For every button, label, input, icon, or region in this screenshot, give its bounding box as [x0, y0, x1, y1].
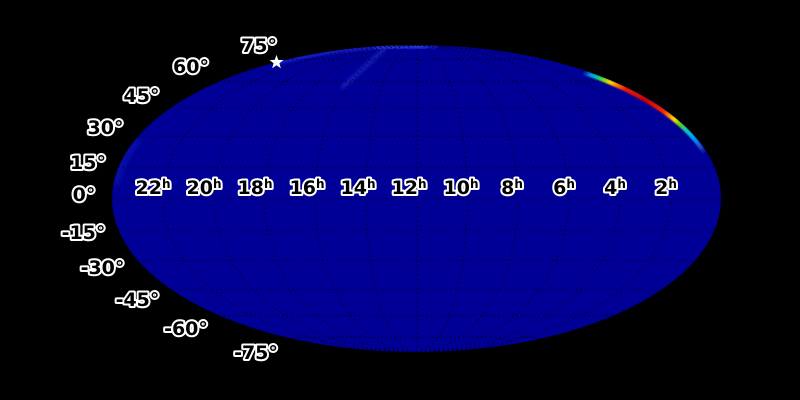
ra-tick-label-10h: 10h	[444, 177, 479, 199]
ra-tick-label-18h: 18h	[238, 177, 273, 199]
ra-tick-label-6h: 6h	[553, 177, 575, 199]
dec-tick-label-0: 0°	[73, 184, 96, 206]
ra-tick-number: 16	[290, 177, 316, 199]
ra-tick-number: 12	[392, 177, 418, 199]
dec-tick-label-15: 15°	[70, 152, 106, 174]
ra-tick-hour-superscript: h	[470, 177, 479, 191]
ra-tick-hour-superscript: h	[213, 177, 222, 191]
dec-tick-label-45: 45°	[124, 85, 160, 107]
ra-tick-number: 20	[187, 177, 213, 199]
ra-tick-label-12h: 12h	[392, 177, 427, 199]
graticule-meridian-18h	[263, 45, 417, 352]
faint-streak	[341, 47, 386, 89]
ra-tick-number: 6	[553, 177, 566, 199]
edge-glow-left	[112, 137, 141, 186]
graticule	[112, 45, 721, 352]
ra-tick-number: 2	[655, 177, 668, 199]
dec-tick-label-minus-60: -60°	[164, 318, 208, 340]
ra-tick-hour-superscript: h	[418, 177, 427, 191]
ra-tick-number: 4	[604, 177, 617, 199]
ra-tick-number: 8	[501, 177, 514, 199]
tick-labels: 75°60°45°30°15°0°-15°-30°-45°-60°-75°22h…	[60, 33, 679, 366]
graticule-meridian-2h	[416, 45, 671, 352]
ra-tick-hour-superscript: h	[566, 177, 575, 191]
graticule-meridian-22h	[162, 45, 417, 352]
edge-glow-top-bright	[374, 45, 428, 50]
dec-tick-label-minus-45: -45°	[116, 289, 160, 311]
transient-rainbow-arc	[576, 68, 713, 166]
ra-tick-label-16h: 16h	[290, 177, 325, 199]
star-marker-icon	[269, 54, 284, 69]
ra-tick-label-14h: 14h	[341, 177, 376, 199]
ra-tick-hour-superscript: h	[162, 177, 171, 191]
dec-tick-label-30: 30°	[88, 117, 124, 139]
ra-tick-label-4h: 4h	[604, 177, 626, 199]
ra-tick-hour-superscript: h	[668, 177, 677, 191]
ra-tick-label-2h: 2h	[655, 177, 677, 199]
ra-tick-hour-superscript: h	[316, 177, 325, 191]
graticule-meridian-6h	[416, 45, 570, 352]
ra-tick-number: 22	[136, 177, 162, 199]
ra-tick-number: 10	[444, 177, 470, 199]
ra-tick-label-8h: 8h	[501, 177, 523, 199]
dec-tick-label-minus-75: -75°	[234, 342, 278, 364]
ra-tick-hour-superscript: h	[617, 177, 626, 191]
dec-tick-label-minus-30: -30°	[81, 257, 125, 279]
dec-tick-label-60: 60°	[173, 56, 209, 78]
ra-tick-hour-superscript: h	[264, 177, 273, 191]
ra-tick-hour-superscript: h	[367, 177, 376, 191]
ra-tick-label-22h: 22h	[136, 177, 171, 199]
ra-tick-number: 18	[238, 177, 264, 199]
ra-tick-label-20h: 20h	[187, 177, 222, 199]
ra-tick-number: 14	[341, 177, 367, 199]
ra-tick-hour-superscript: h	[514, 177, 523, 191]
dec-tick-label-75: 75°	[241, 35, 277, 57]
dec-tick-label-minus-15: -15°	[62, 222, 106, 244]
